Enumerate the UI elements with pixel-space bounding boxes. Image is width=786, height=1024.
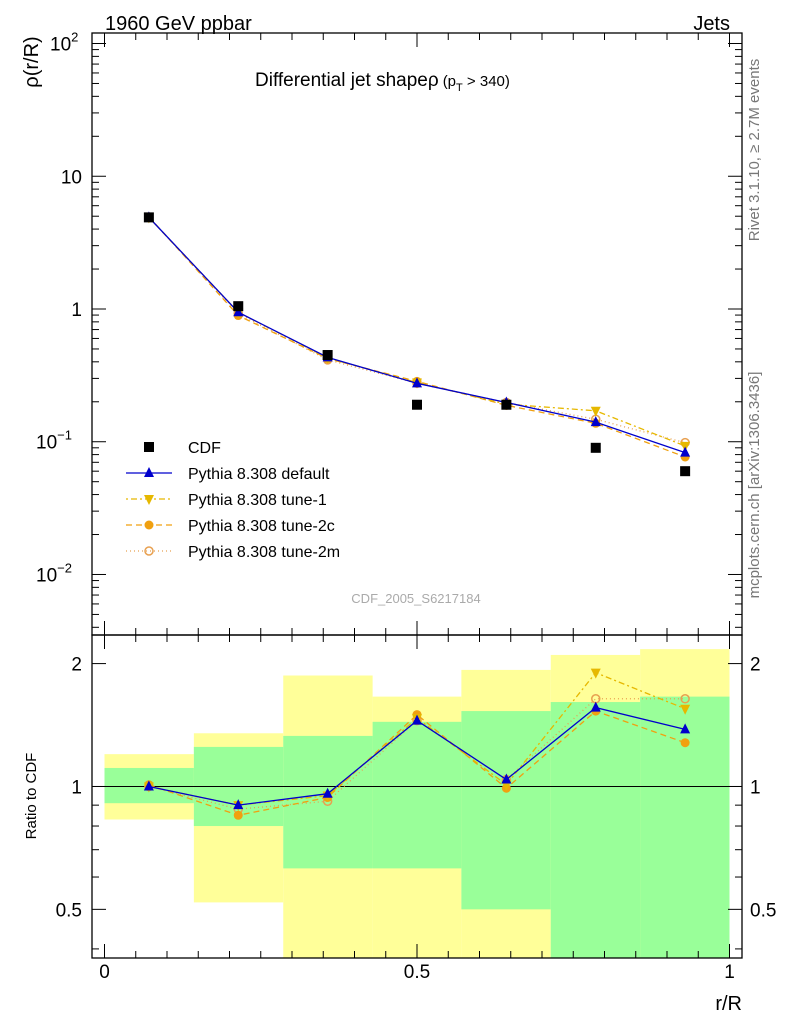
ratio-uncertainty-bands — [92, 649, 742, 958]
legend-label: Pythia 8.308 default — [188, 466, 330, 483]
main-panel-series — [143, 211, 691, 477]
legend-marker — [144, 467, 154, 477]
series-point — [590, 416, 601, 427]
series-line — [148, 216, 686, 458]
data-point — [143, 212, 154, 223]
legend-marker — [144, 495, 154, 505]
y-tick-label-top: 1 — [71, 300, 82, 321]
data-point — [590, 442, 601, 453]
y-tick-label-ratio-right: 1 — [750, 777, 761, 798]
legend-label: Pythia 8.308 tune-2c — [188, 518, 335, 535]
side-label-rivet: Rivet 3.1.10, ≥ 2.7M events — [746, 59, 763, 242]
y-tick-label-top: 102 — [50, 30, 78, 56]
ratio-point — [233, 810, 243, 820]
band-green — [372, 721, 462, 869]
series-line — [148, 216, 686, 454]
series-point — [233, 306, 244, 317]
ratio-point — [680, 704, 691, 715]
series-point — [412, 377, 422, 388]
y-tick-label-ratio-right: 2 — [750, 655, 761, 676]
ratio-point — [680, 738, 690, 748]
analysis-watermark: CDF_2005_S6217184 — [351, 591, 480, 606]
ratio-point — [590, 701, 601, 712]
y-tick-label-ratio: 0.5 — [56, 900, 82, 921]
x-axis-label: r/R — [715, 993, 742, 1015]
ratio-panel-series — [143, 668, 691, 820]
series-point — [680, 446, 691, 457]
legend: CDF Pythia 8.308 default Pythia 8.308 tune… — [126, 440, 340, 561]
legend-marker — [144, 546, 154, 556]
ratio-point — [680, 723, 691, 734]
side-label-site: mcplots.cern.ch [arXiv:1306.3436] — [746, 372, 763, 599]
x-tick-label: 0 — [99, 962, 110, 983]
legend-marker — [144, 442, 154, 452]
ratio-point — [143, 780, 154, 791]
header-right: Jets — [693, 13, 730, 35]
legend-label: CDF — [188, 440, 221, 457]
ratio-point — [680, 694, 690, 704]
y-tick-label-ratio: 1 — [71, 777, 82, 798]
legend-label: Pythia 8.308 tune-2m — [188, 544, 340, 561]
y-tick-label-ratio-right: 0.5 — [750, 900, 776, 921]
data-point — [501, 399, 512, 410]
series-line — [148, 216, 686, 447]
data-point — [233, 301, 244, 312]
plot-title: Differential jet shapeρ (pT > 340) — [255, 70, 510, 94]
band-green — [550, 702, 641, 958]
x-tick-label: 1 — [724, 962, 735, 983]
data-point — [412, 399, 422, 410]
y-axis-label-top: ρ(r/R) — [21, 36, 43, 87]
ratio-point — [590, 668, 601, 679]
ratio-point — [412, 714, 422, 725]
y-tick-label-ratio: 2 — [71, 655, 82, 676]
axes-frames: 10−2 10−1 1 10 102 0.5 0.5 1 1 2 2 0 0.5 1 — [36, 30, 776, 983]
y-tick-label-top: 10−2 — [36, 560, 72, 586]
header-left: 1960 GeV ppbar — [105, 13, 252, 35]
band-green — [640, 696, 730, 958]
data-point — [322, 350, 333, 361]
legend-label: Pythia 8.308 tune-1 — [188, 492, 327, 509]
legend-marker — [144, 520, 154, 530]
y-tick-label-top: 10 — [61, 167, 82, 188]
band-green — [283, 735, 373, 869]
ratio-point — [501, 773, 512, 784]
y-tick-label-top: 10−1 — [36, 428, 72, 454]
data-point — [680, 466, 691, 477]
y-axis-label-bottom: Ratio to CDF — [23, 753, 40, 840]
ratio-point — [322, 787, 333, 798]
band-green — [461, 711, 551, 910]
ratio-point — [233, 799, 244, 810]
series-point — [590, 406, 601, 417]
x-tick-label: 0.5 — [404, 962, 430, 983]
